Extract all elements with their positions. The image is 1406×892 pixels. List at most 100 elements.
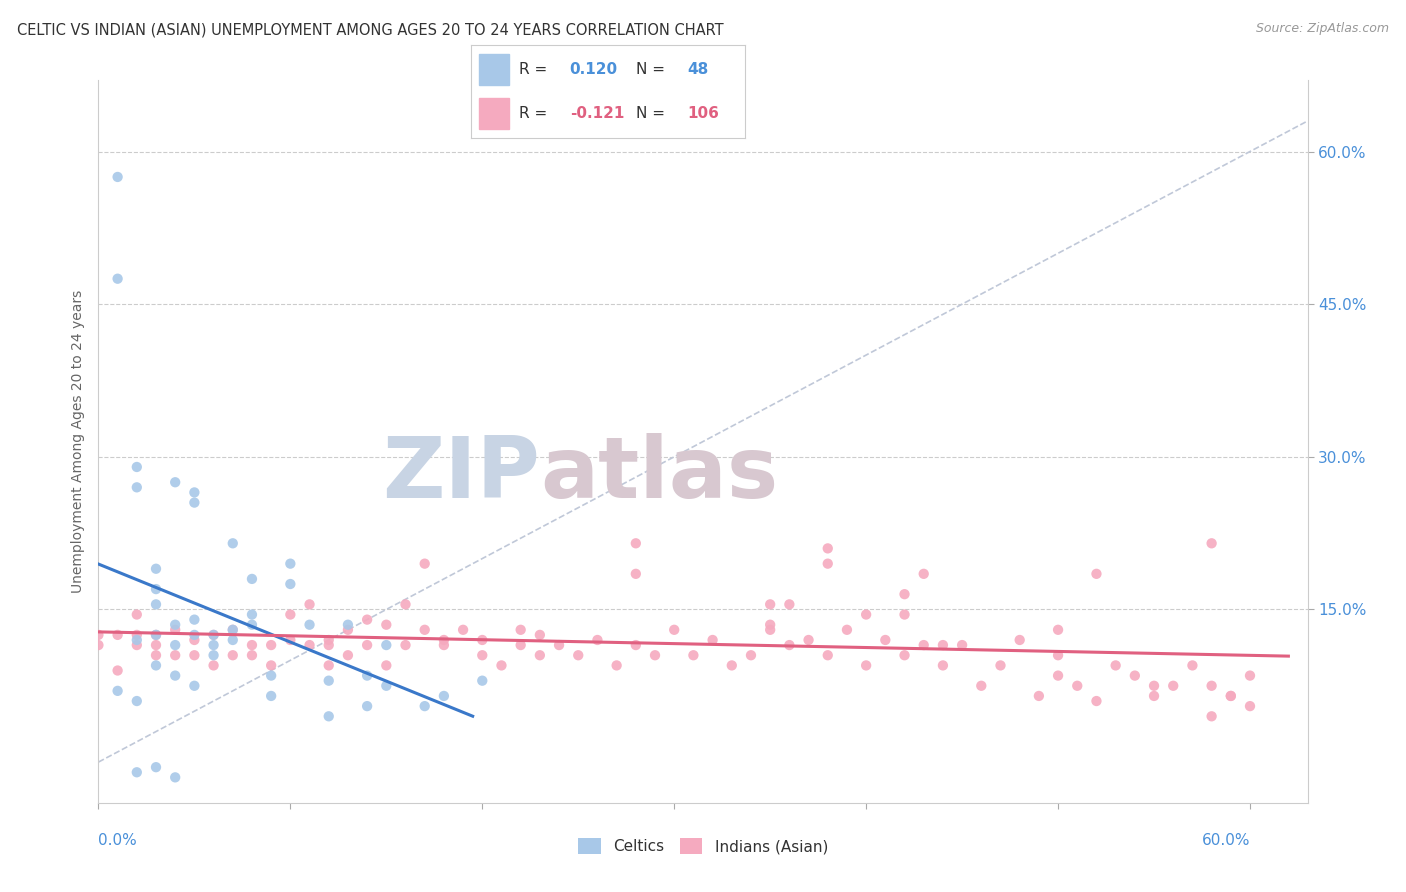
Point bbox=[125, 638, 148, 652]
Point bbox=[165, 623, 187, 637]
Point bbox=[280, 607, 302, 622]
Point bbox=[932, 638, 955, 652]
Point bbox=[125, 765, 148, 780]
Point bbox=[893, 648, 915, 663]
Point bbox=[1085, 566, 1108, 581]
Text: atlas: atlas bbox=[540, 433, 778, 516]
Point bbox=[624, 566, 647, 581]
Point bbox=[1181, 658, 1204, 673]
Point bbox=[624, 536, 647, 550]
Point bbox=[1008, 632, 1031, 647]
Point bbox=[318, 632, 340, 647]
Point bbox=[165, 648, 187, 663]
Point bbox=[240, 648, 263, 663]
Legend: Celtics, Indians (Asian): Celtics, Indians (Asian) bbox=[572, 832, 834, 860]
Point bbox=[183, 495, 205, 509]
Point bbox=[1201, 709, 1223, 723]
Point bbox=[567, 648, 589, 663]
Point bbox=[471, 648, 494, 663]
Text: N =: N = bbox=[636, 106, 669, 121]
Point bbox=[893, 607, 915, 622]
Point bbox=[1201, 536, 1223, 550]
Point bbox=[87, 628, 110, 642]
Point bbox=[720, 658, 742, 673]
Point bbox=[413, 699, 436, 714]
Point bbox=[145, 562, 167, 576]
Point bbox=[298, 617, 321, 632]
Point bbox=[1143, 689, 1166, 703]
Point bbox=[1047, 648, 1070, 663]
Text: 0.0%: 0.0% bbox=[98, 833, 138, 848]
Bar bbox=[479, 98, 509, 129]
Point bbox=[375, 658, 398, 673]
Point bbox=[682, 648, 704, 663]
Point bbox=[759, 623, 782, 637]
Point bbox=[740, 648, 762, 663]
Text: 48: 48 bbox=[688, 62, 709, 77]
Point bbox=[1239, 699, 1261, 714]
Point bbox=[606, 658, 628, 673]
Point bbox=[875, 632, 897, 647]
Text: R =: R = bbox=[519, 62, 553, 77]
Point bbox=[183, 679, 205, 693]
Point bbox=[183, 648, 205, 663]
Y-axis label: Unemployment Among Ages 20 to 24 years: Unemployment Among Ages 20 to 24 years bbox=[72, 290, 86, 593]
Point bbox=[125, 694, 148, 708]
Text: -0.121: -0.121 bbox=[569, 106, 624, 121]
Point bbox=[145, 648, 167, 663]
Point bbox=[356, 699, 378, 714]
Point bbox=[202, 638, 225, 652]
Point bbox=[413, 557, 436, 571]
Point bbox=[165, 617, 187, 632]
Point bbox=[433, 689, 456, 703]
Text: N =: N = bbox=[636, 62, 669, 77]
Point bbox=[125, 607, 148, 622]
Point bbox=[125, 460, 148, 475]
Point bbox=[932, 658, 955, 673]
Point bbox=[202, 648, 225, 663]
Point bbox=[183, 485, 205, 500]
Point bbox=[471, 673, 494, 688]
Point bbox=[356, 613, 378, 627]
Point bbox=[183, 632, 205, 647]
Point bbox=[280, 632, 302, 647]
Text: 60.0%: 60.0% bbox=[1202, 833, 1250, 848]
Point bbox=[260, 689, 283, 703]
Point bbox=[912, 638, 935, 652]
Point bbox=[222, 648, 245, 663]
Point bbox=[1219, 689, 1241, 703]
Text: CELTIC VS INDIAN (ASIAN) UNEMPLOYMENT AMONG AGES 20 TO 24 YEARS CORRELATION CHAR: CELTIC VS INDIAN (ASIAN) UNEMPLOYMENT AM… bbox=[17, 22, 724, 37]
Point bbox=[433, 632, 456, 647]
Point bbox=[1201, 679, 1223, 693]
Point bbox=[797, 632, 820, 647]
Point bbox=[893, 587, 915, 601]
Point bbox=[970, 679, 993, 693]
Point bbox=[1143, 679, 1166, 693]
Point bbox=[260, 668, 283, 682]
Point bbox=[165, 770, 187, 784]
Point bbox=[586, 632, 609, 647]
Point bbox=[240, 617, 263, 632]
Point bbox=[145, 760, 167, 774]
Point bbox=[107, 684, 129, 698]
Point bbox=[145, 638, 167, 652]
Point bbox=[240, 638, 263, 652]
Point bbox=[240, 572, 263, 586]
Point bbox=[222, 632, 245, 647]
Point bbox=[318, 709, 340, 723]
Point bbox=[280, 557, 302, 571]
Point bbox=[145, 658, 167, 673]
Point bbox=[336, 617, 359, 632]
Point bbox=[183, 628, 205, 642]
Point bbox=[145, 582, 167, 596]
Point bbox=[375, 679, 398, 693]
Point bbox=[107, 271, 129, 285]
Point bbox=[260, 658, 283, 673]
Point bbox=[202, 658, 225, 673]
Point bbox=[855, 607, 877, 622]
Point bbox=[759, 598, 782, 612]
Point bbox=[778, 598, 800, 612]
Point bbox=[183, 613, 205, 627]
Point bbox=[107, 664, 129, 678]
Point bbox=[280, 577, 302, 591]
